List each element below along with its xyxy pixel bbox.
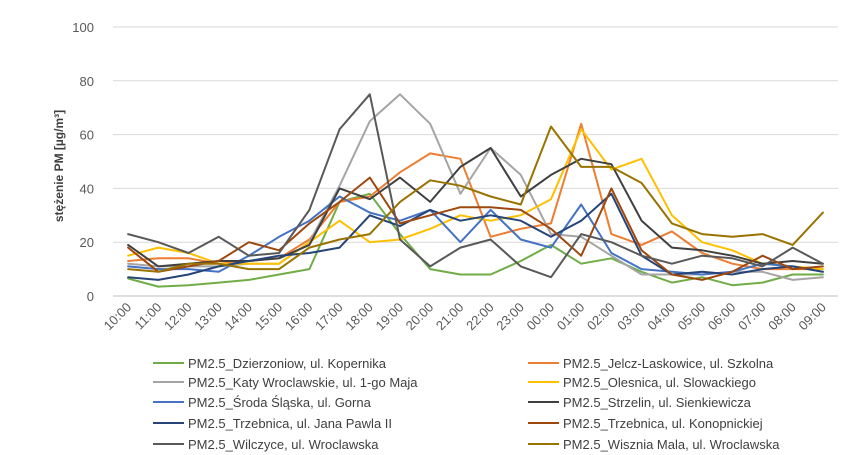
x-tick-label: 00:00 [524, 300, 558, 334]
legend-label: PM2.5_Dzierzoniow, ul. Kopernika [188, 356, 387, 371]
y-tick-label: 0 [87, 289, 94, 304]
series-line [127, 125, 824, 273]
legend-label: PM2.5_Trzebnica, ul. Konopnickiej [563, 416, 763, 431]
x-tick-label: 12:00 [161, 300, 195, 334]
x-tick-label: 08:00 [765, 300, 799, 334]
legend: PM2.5_Dzierzoniow, ul. Kopernika PM2.5_Je… [153, 356, 780, 452]
legend-label: PM2.5_Strzelin, ul. Sienkiewicza [563, 395, 752, 410]
series-line [127, 192, 824, 281]
x-tick-label: 15:00 [252, 300, 286, 334]
y-tick-label: 40 [80, 181, 94, 196]
x-tick-label: 18:00 [342, 300, 376, 334]
x-tick-label: 10:00 [101, 300, 135, 334]
y-tick-label: 20 [80, 235, 94, 250]
legend-label: PM2.5_Trzebnica, ul. Jana Pawla II [188, 416, 392, 431]
x-tick-label: 14:00 [221, 300, 255, 334]
legend-label: PM2.5_Wisznia Mala, ul. Wroclawska [563, 437, 780, 452]
y-tick-label: 100 [72, 20, 94, 35]
y-tick-label: 60 [80, 128, 94, 143]
y-axis-label: stężenie PM [µg/m³] [52, 110, 66, 222]
x-tick-label: 17:00 [312, 300, 346, 334]
series-lines [127, 93, 824, 288]
x-tick-label: 09:00 [795, 300, 829, 334]
x-tick-label: 11:00 [131, 300, 164, 333]
legend-label: PM2.5_Wilczyce, ul. Wroclawska [188, 437, 379, 452]
x-tick-label: 04:00 [644, 300, 678, 334]
y-tick-label: 80 [80, 74, 94, 89]
series-line [127, 195, 824, 276]
x-tick-label: 21:00 [433, 300, 467, 334]
x-tick-label: 06:00 [705, 300, 739, 334]
x-axis-ticks: 10:0011:0012:0013:0014:0015:0016:0017:00… [101, 300, 829, 334]
legend-label: PM2.5_Olesnica, ul. Slowackiego [563, 375, 756, 390]
x-tick-label: 05:00 [675, 300, 709, 334]
x-tick-label: 20:00 [403, 300, 437, 334]
legend-label: PM2.5_Środa Śląska, ul. Gorna [188, 395, 372, 410]
x-tick-label: 23:00 [493, 300, 527, 334]
x-tick-label: 19:00 [372, 300, 406, 334]
x-tick-label: 02:00 [584, 300, 618, 334]
series-line [127, 176, 824, 281]
legend-label: PM2.5_Katy Wroclawskie, ul. 1-go Maja [188, 375, 418, 390]
x-tick-label: 01:00 [554, 300, 588, 334]
x-tick-label: 07:00 [735, 300, 769, 334]
x-tick-label: 16:00 [282, 300, 316, 334]
gridlines [113, 26, 838, 297]
x-tick-label: 22:00 [463, 300, 497, 334]
x-tick-label: 03:00 [614, 300, 648, 334]
x-tick-label: 13:00 [191, 300, 225, 334]
series-line [127, 93, 824, 279]
legend-label: PM2.5_Jelcz-Laskowice, ul. Szkolna [563, 356, 774, 371]
y-axis-ticks: 0 20 40 60 80 100 [72, 20, 94, 304]
